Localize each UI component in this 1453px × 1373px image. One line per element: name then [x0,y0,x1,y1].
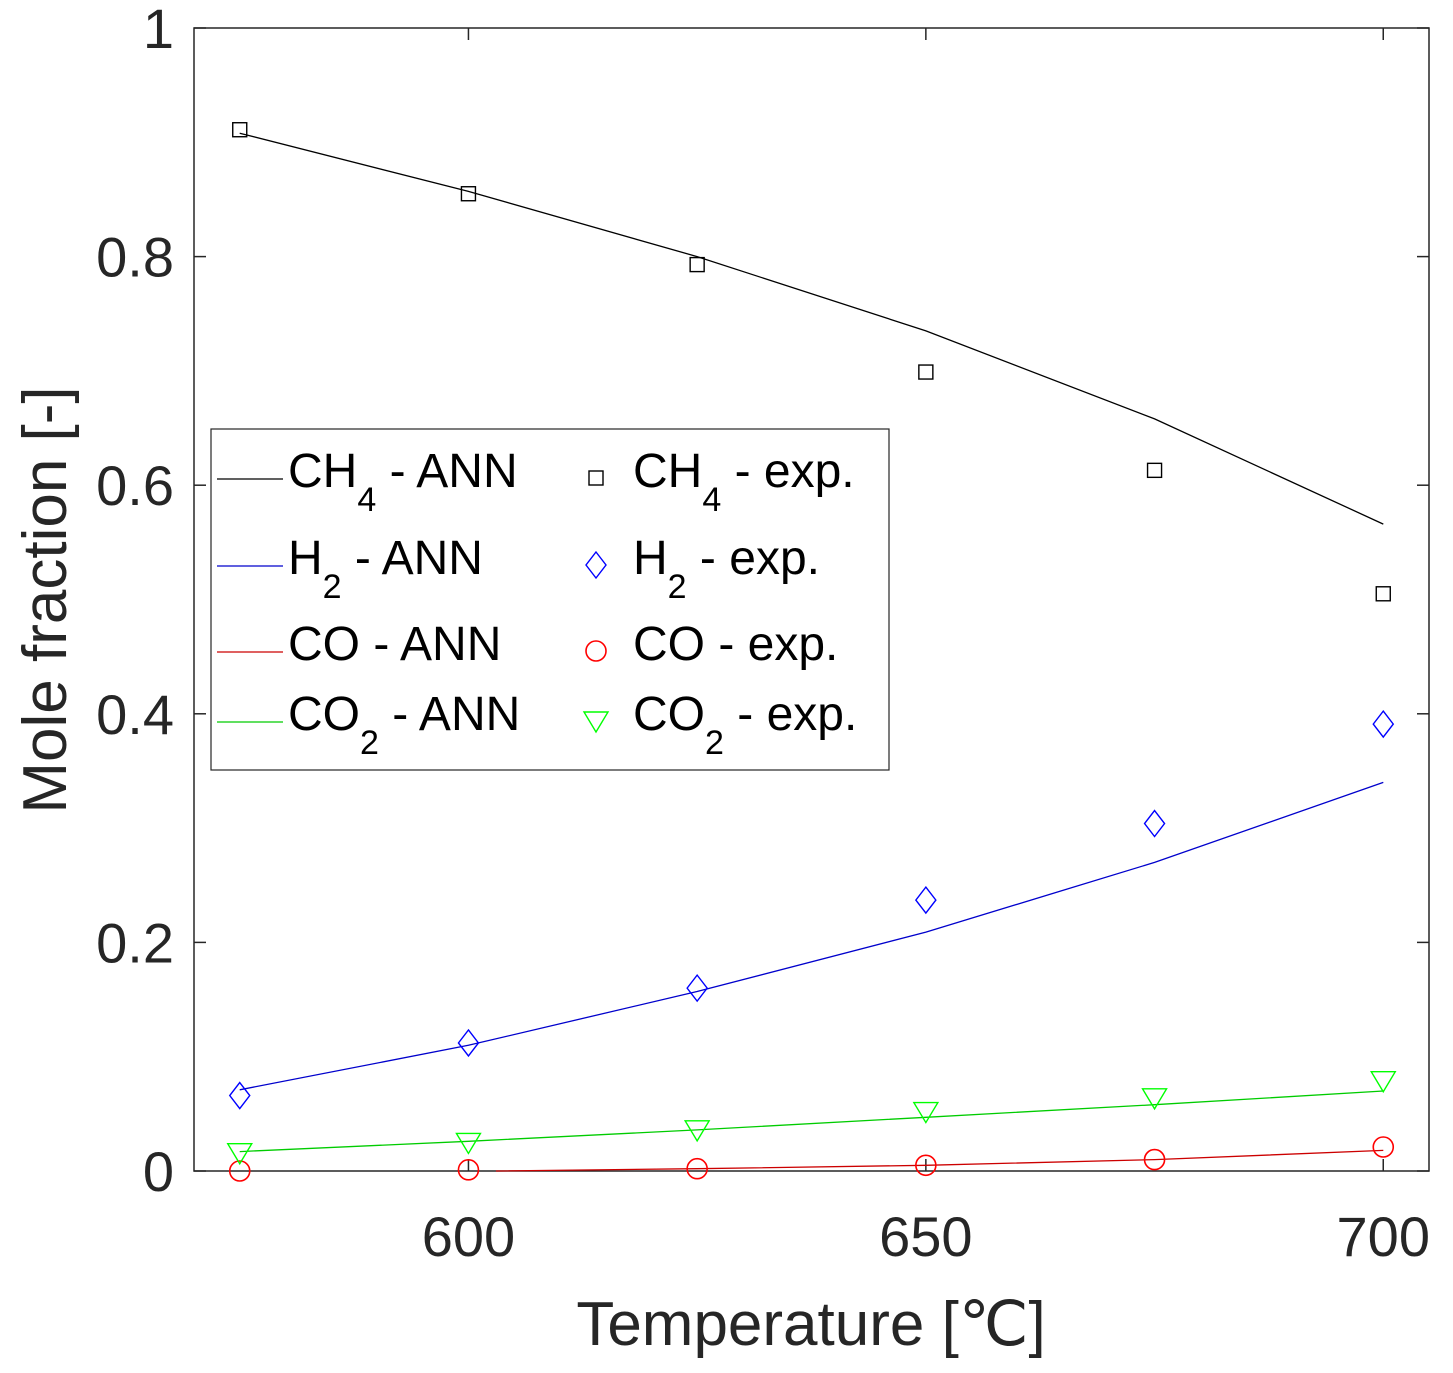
co2-exp-marker [683,1120,711,1143]
h2-ann-line [239,781,1384,1091]
h2-exp-marker [914,885,937,915]
series-markers [226,122,1397,1182]
co-exp-marker [457,1159,480,1181]
h2-exp-marker [1372,709,1395,739]
co2-exp-marker [455,1132,482,1155]
series-lines [239,132,1384,1172]
y-tick-label: 1 [143,0,174,60]
x-tick-label: 700 [1337,1205,1430,1268]
legend-swatch-co-exp [585,640,607,662]
ch4-exp-marker [232,122,248,138]
legend-label-h2-exp: H2 - exp. [633,532,820,606]
legend: CH4 - ANN H2 - ANN CO - ANN CO2 - ANN CH4 - … [210,428,890,771]
co2-exp-marker [226,1143,253,1166]
co-exp-marker [228,1160,251,1182]
legend-label-co-ann: CO - ANN [288,618,501,671]
ch4-exp-marker [460,186,477,202]
y-tick-label: 0 [143,1140,174,1203]
y-tick-label: 0.2 [96,911,174,974]
legend-box [210,428,890,771]
ch4-exp-marker [689,256,705,273]
legend-label-ch4-exp: CH4 - exp. [633,445,855,519]
legend-label-h2-ann: H2 - ANN [288,532,483,606]
legend-label-ch4-ann: CH4 - ANN [288,445,518,519]
legend-swatch-ch4-exp [588,470,604,486]
h2-exp-marker [1143,809,1166,838]
legend-label-co2-ann: CO2 - ANN [288,688,520,762]
ch4-exp-marker [918,364,934,380]
x-axis-label: Temperature [℃] [576,1290,1045,1359]
co2-ann-line [239,1090,1384,1153]
h2-exp-marker [457,1028,480,1058]
x-tick-label: 650 [879,1205,972,1268]
axis-ticks: 600 650 700 0 0.2 0.4 0.6 0.8 1 [96,0,1430,1268]
y-tick-label: 0.8 [96,226,174,289]
legend-label-co-exp: CO - exp. [633,618,838,671]
h2-exp-marker [686,973,709,1003]
legend-label-co2-exp: CO2 - exp. [633,688,857,762]
ch4-ann-line [239,132,1384,525]
y-tick-label: 0.4 [96,683,174,746]
x-tick-label: 600 [422,1205,515,1268]
legend-swatch-co2-exp [582,711,610,734]
legend-swatch-h2-exp [585,550,607,580]
co2-exp-marker [1141,1088,1168,1111]
co-exp-marker [1372,1136,1395,1158]
co-ann-line [495,1149,1384,1172]
co2-exp-marker [1370,1071,1397,1094]
h2-exp-marker [228,1081,251,1110]
co-exp-marker [915,1154,937,1177]
ch4-exp-marker [1146,462,1163,479]
y-tick-label: 0.6 [96,454,174,517]
ch4-exp-marker [1375,586,1391,602]
co-exp-marker [1143,1148,1166,1171]
co2-exp-marker [912,1101,940,1124]
co-exp-marker [686,1157,708,1180]
y-axis-label: Mole fraction [-] [11,386,80,813]
